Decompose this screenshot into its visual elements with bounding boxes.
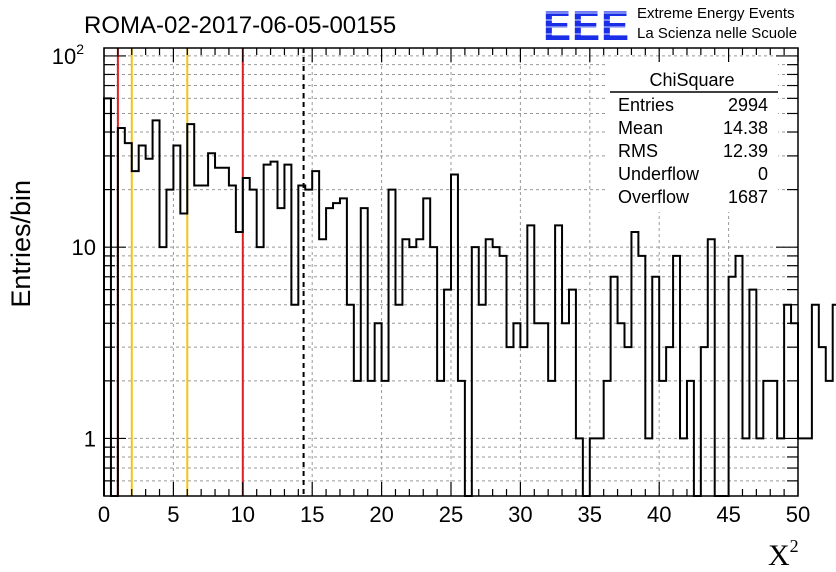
- x-axis-ticks: 0 5 10 15 20 25 30 35 40 45 50: [98, 48, 810, 527]
- x-tick-label: 25: [439, 502, 463, 527]
- stats-box: ChiSquare Entries 2994 Mean 14.38 RMS 12.39 Un…: [606, 62, 778, 212]
- stats-box-background: [606, 62, 778, 212]
- x-axis-label-base: X: [768, 539, 790, 572]
- marker-lines: [116, 48, 305, 496]
- stats-row-label: RMS: [618, 141, 658, 161]
- stats-row-value: 1687: [728, 187, 768, 207]
- stats-row-label: Mean: [618, 118, 663, 138]
- logo-line-1: Extreme Energy Events: [637, 5, 795, 22]
- histogram-line: [103, 97, 836, 497]
- y-axis-ticks: 1 10 102: [52, 41, 798, 482]
- y-tick-label: 1: [84, 426, 96, 451]
- x-tick-label: 0: [98, 502, 110, 527]
- x-tick-label: 30: [508, 502, 532, 527]
- x-tick-label: 10: [231, 502, 255, 527]
- stats-row-value: 2994: [728, 95, 768, 115]
- stats-row-label: Entries: [618, 95, 674, 115]
- x-tick-label: 5: [167, 502, 179, 527]
- x-tick-label: 45: [716, 502, 740, 527]
- y-tick-label: 102: [52, 41, 84, 69]
- x-axis-label: X2: [768, 536, 799, 572]
- x-tick-label: 50: [786, 502, 810, 527]
- stats-row-value: 12.39: [723, 141, 768, 161]
- x-tick-label: 35: [578, 502, 602, 527]
- stats-row-label: Underflow: [618, 164, 700, 184]
- x-tick-label: 20: [369, 502, 393, 527]
- y-tick-label: 10: [72, 235, 96, 260]
- logo-line-2: La Scienza nelle Scuole: [637, 25, 797, 42]
- eee-logo-mark: EEE: [543, 2, 630, 49]
- eee-logo-stripes: [542, 12, 632, 35]
- stats-row-value: 14.38: [723, 118, 768, 138]
- stats-title: ChiSquare: [649, 70, 734, 90]
- chart-title: ROMA-02-2017-06-05-00155: [84, 12, 396, 39]
- x-axis-label-sup: 2: [790, 536, 799, 556]
- y-axis-label: Entries/bin: [6, 180, 36, 308]
- x-tick-label: 40: [647, 502, 671, 527]
- x-tick-label: 15: [300, 502, 324, 527]
- stats-row-value: 0: [758, 164, 768, 184]
- stats-row-label: Overflow: [618, 187, 690, 207]
